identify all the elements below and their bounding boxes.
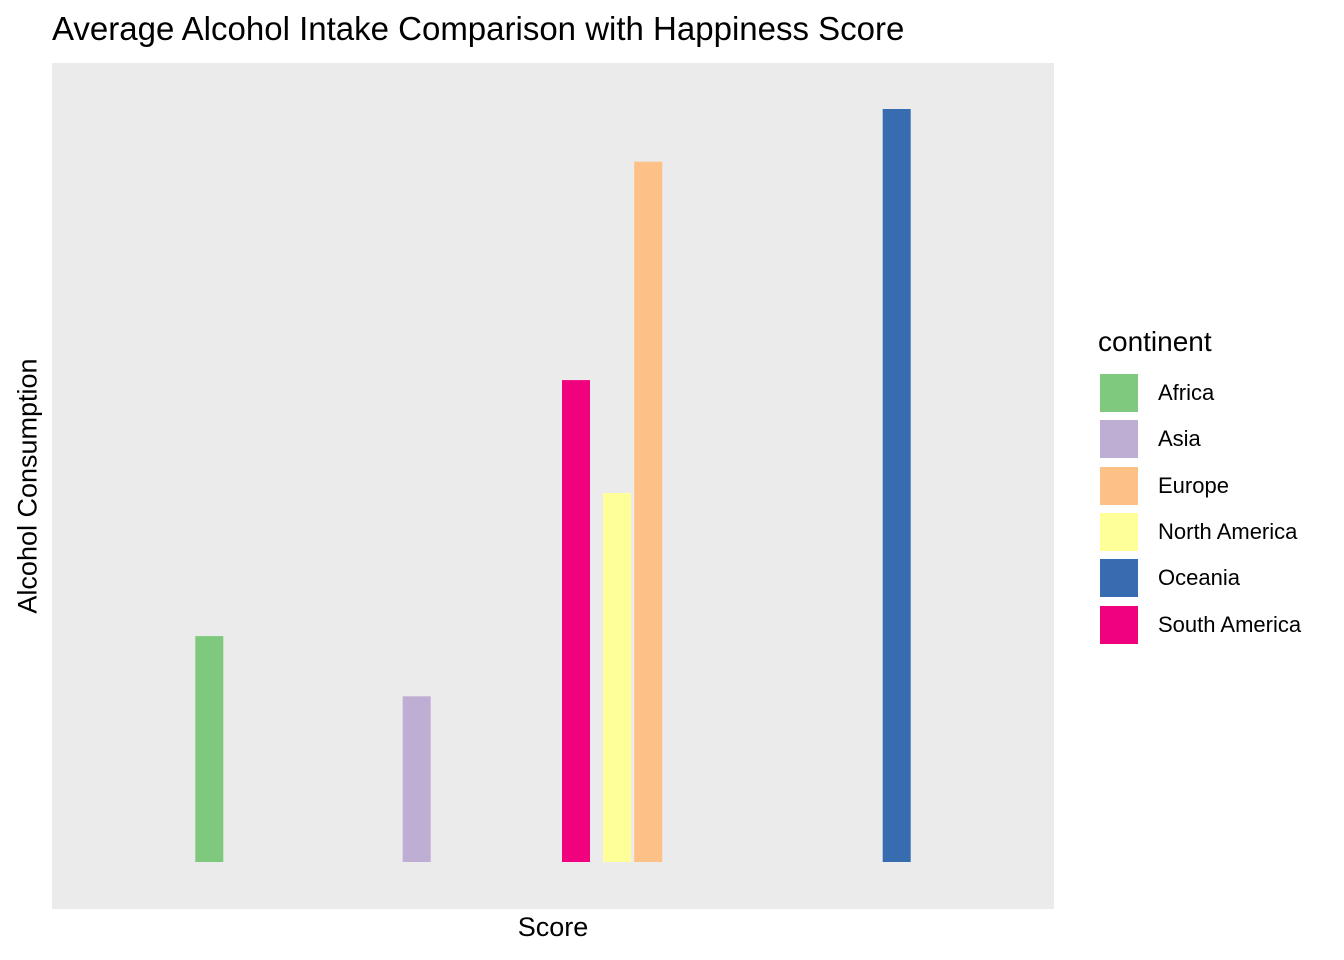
legend-label-asia: Asia [1158,426,1201,452]
chart-title: Average Alcohol Intake Comparison with H… [52,10,905,47]
legend-item-oceania: Oceania [1098,555,1301,601]
x-axis-label: Score [517,912,589,942]
bar-north-america [603,493,632,862]
legend-items: Africa Asia Europe North America Oceania Sout… [1098,370,1301,648]
bar-south-america [562,380,590,862]
legend-title: continent [1098,326,1212,357]
legend-key-europe [1098,464,1140,507]
legend-item-north-america: North America [1098,509,1301,555]
legend-key-south-america [1098,603,1140,646]
legend-item-africa: Africa [1098,370,1301,416]
legend-label-africa: Africa [1158,380,1215,406]
legend-key-north-america [1098,511,1140,554]
legend-label-oceania: Oceania [1158,565,1240,591]
bar-oceania [882,109,911,862]
bar-europe [634,161,663,862]
legend: continent Africa Asia Europe North America O… [1098,326,1301,648]
legend-key-africa [1098,372,1140,415]
bar-africa [195,636,224,862]
legend-label-south-america: South America [1158,611,1302,637]
y-axis-label: Alcohol Consumption [12,358,43,614]
bars-layer [195,109,911,862]
legend-label-europe: Europe [1158,472,1229,498]
legend-item-south-america: South America [1098,601,1301,647]
legend-item-europe: Europe [1098,463,1301,509]
legend-item-asia: Asia [1098,416,1301,462]
bar-asia [402,696,431,862]
legend-key-oceania [1098,557,1140,600]
legend-label-north-america: North America [1158,519,1298,545]
legend-key-asia [1098,418,1140,461]
